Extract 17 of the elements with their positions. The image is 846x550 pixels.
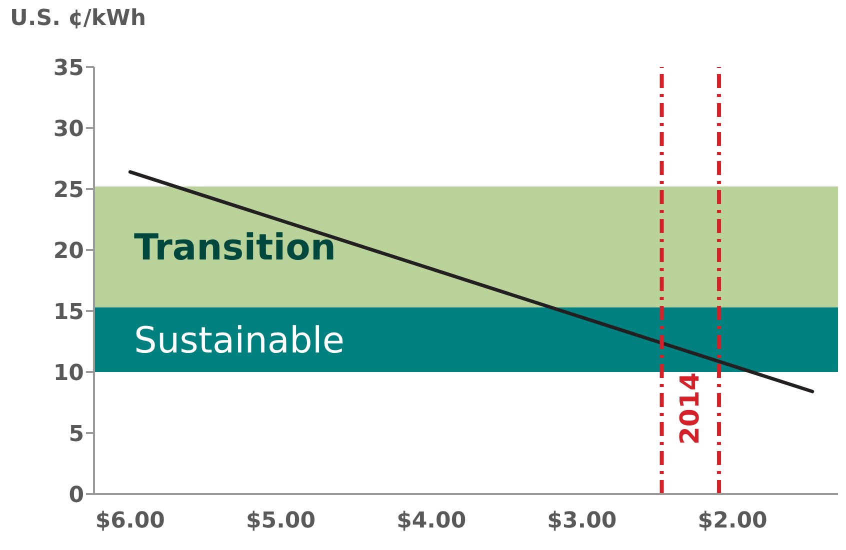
y-axis-title: U.S. ¢/kWh [10, 6, 146, 31]
y-tick-label: 30 [53, 116, 84, 142]
y-tick-label: 5 [68, 422, 84, 447]
x-tick-label: $3.00 [547, 508, 617, 534]
y-tick-label: 25 [53, 178, 84, 203]
y-tick-label: 20 [53, 238, 84, 264]
x-tick-label: $6.00 [95, 508, 165, 534]
annotation: 2014 [675, 372, 706, 445]
x-tick-label: $5.00 [246, 508, 316, 534]
band-label: Transition [134, 228, 336, 269]
x-tick-label: $2.00 [698, 508, 768, 534]
y-tick-label: 10 [53, 360, 84, 386]
x-tick-label: $4.00 [396, 508, 466, 534]
y-tick-label: 35 [53, 56, 84, 81]
y-tick-label: 15 [53, 300, 84, 325]
band-label: Sustainable [134, 320, 344, 362]
y-tick-label: 0 [68, 482, 84, 508]
